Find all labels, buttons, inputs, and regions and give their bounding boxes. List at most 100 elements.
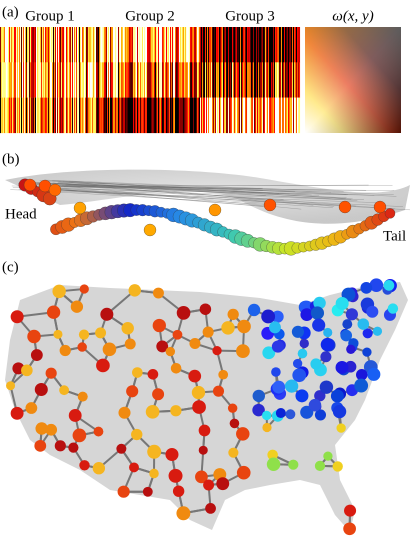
heat-cell [99,98,100,134]
heat-cell [236,62,237,98]
node [35,383,48,396]
heat-cell [85,27,86,63]
heat-cell [247,27,248,63]
heat-cell [91,62,92,98]
heat-cell [279,62,280,98]
heat-cell [216,27,217,63]
heat-cell [8,27,9,63]
heat-cell [133,27,134,63]
heat-cell [243,27,244,63]
heat-cell [287,98,288,134]
heat-cell [178,62,179,98]
heat-cell [203,98,204,134]
heat-cell [155,62,156,98]
heat-cell [255,62,256,98]
heat-cell [31,62,32,98]
heat-cell [209,62,210,98]
heat-cell [116,98,117,134]
node [203,327,214,338]
heat-cell [3,62,4,98]
heat-cell [246,27,247,63]
node [358,318,370,330]
heat-cell [18,62,19,98]
heat-cell [24,27,25,63]
heat-cell [25,62,26,98]
heat-cell [68,27,69,63]
heat-cell [72,27,73,63]
heat-cell [277,98,278,134]
heat-cell [130,62,131,98]
heat-cell [196,98,197,134]
heat-cell [239,62,240,98]
heat-cell [184,27,185,63]
heat-cell [168,27,169,63]
heat-cell [241,98,242,134]
bead [49,184,61,196]
heat-cell [8,98,9,134]
heat-cell [163,62,164,98]
heat-cell [73,62,74,98]
heat-cell [79,62,80,98]
omega-overlay [305,27,401,133]
heat-cell [95,98,96,134]
heat-cell [262,62,263,98]
heat-cell [183,98,184,134]
heat-cell [36,62,37,98]
heat-cell [184,62,185,98]
node [116,444,126,454]
heat-cell [58,27,59,63]
heat-cell [36,27,37,63]
heat-cell [84,98,85,134]
heat-cell [68,62,69,98]
node [173,485,184,496]
heat-cell [24,98,25,134]
heat-cell [139,98,140,134]
heat-cell [23,27,24,63]
heat-cell [195,62,196,98]
group-title: Group 3 [225,8,275,24]
node [366,306,378,318]
heat-cell [6,98,7,134]
heat-cell [46,98,47,134]
heat-cell [163,98,164,134]
heat-cell [259,62,260,98]
heat-cell [76,98,77,134]
heat-cell [167,62,168,98]
node [11,310,24,323]
heat-cell [179,98,180,134]
heat-cell [249,98,250,134]
heat-cell [185,98,186,134]
heat-cell [283,62,284,98]
heat-cell [230,98,231,134]
heat-cell [5,62,6,98]
heat-cell [232,98,233,134]
heat-cell [136,27,137,63]
heat-cell [41,98,42,134]
heat-cell [292,98,293,134]
heat-cell [132,62,133,98]
heat-cell [218,27,219,63]
heat-cell [155,98,156,134]
heat-cell [53,27,54,63]
heat-cell [240,98,241,134]
node [261,310,275,324]
heat-cell [42,27,43,63]
heat-cell [267,98,268,134]
heat-cell [177,98,178,134]
heat-cell [75,27,76,63]
heat-cell [49,98,50,134]
node [152,388,164,400]
heat-cell [288,27,289,63]
bead [264,199,276,211]
heat-cell [159,98,160,134]
heat-cell [225,62,226,98]
heat-cell [98,98,99,134]
heat-cell [206,62,207,98]
node [200,303,211,314]
heat-cell [132,27,133,63]
heat-cell [94,27,95,63]
heat-cell [30,62,31,98]
heat-cell [78,62,79,98]
heat-cell [206,27,207,63]
heat-cell [282,98,283,134]
